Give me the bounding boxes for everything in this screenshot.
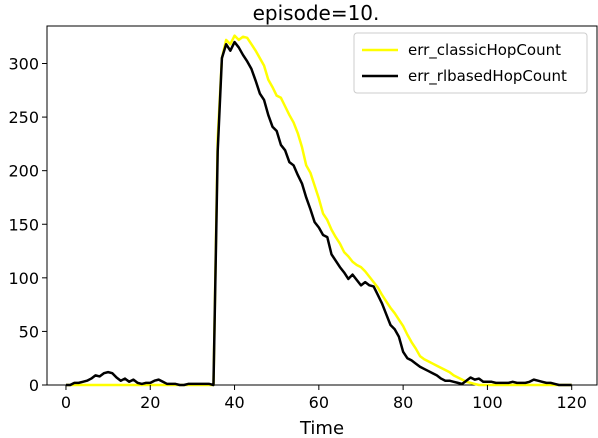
legend-box bbox=[353, 32, 588, 94]
legend-label: err_rlbasedHopCount bbox=[408, 67, 567, 86]
x-tick-label: 40 bbox=[224, 393, 244, 412]
x-axis-label: Time bbox=[299, 418, 344, 438]
legend-label: err_classicHopCount bbox=[408, 41, 561, 60]
x-tick-label: 120 bbox=[556, 393, 587, 412]
x-tick-label: 0 bbox=[61, 393, 71, 412]
legend: err_classicHopCount err_rlbasedHopCount bbox=[353, 32, 588, 94]
y-tick-label: 300 bbox=[8, 55, 39, 74]
x-axis: 0 20 40 60 80 100 120 bbox=[61, 385, 587, 412]
y-tick-label: 200 bbox=[8, 162, 39, 181]
y-tick-label: 100 bbox=[8, 269, 39, 288]
y-tick-label: 250 bbox=[8, 108, 39, 127]
y-tick-label: 150 bbox=[8, 215, 39, 234]
y-tick-label: 0 bbox=[29, 376, 39, 395]
series-line-err_rlbasedHopCount bbox=[65, 40, 572, 387]
x-tick-label: 20 bbox=[140, 393, 160, 412]
x-tick-label: 80 bbox=[393, 393, 413, 412]
y-tick-label: 50 bbox=[19, 322, 39, 341]
plot-frame bbox=[46, 25, 598, 386]
y-axis: 0 50 100 150 200 250 300 bbox=[8, 55, 47, 395]
chart-title: episode=10. bbox=[253, 1, 380, 25]
x-tick-label: 100 bbox=[472, 393, 503, 412]
x-tick-label: 60 bbox=[309, 393, 329, 412]
